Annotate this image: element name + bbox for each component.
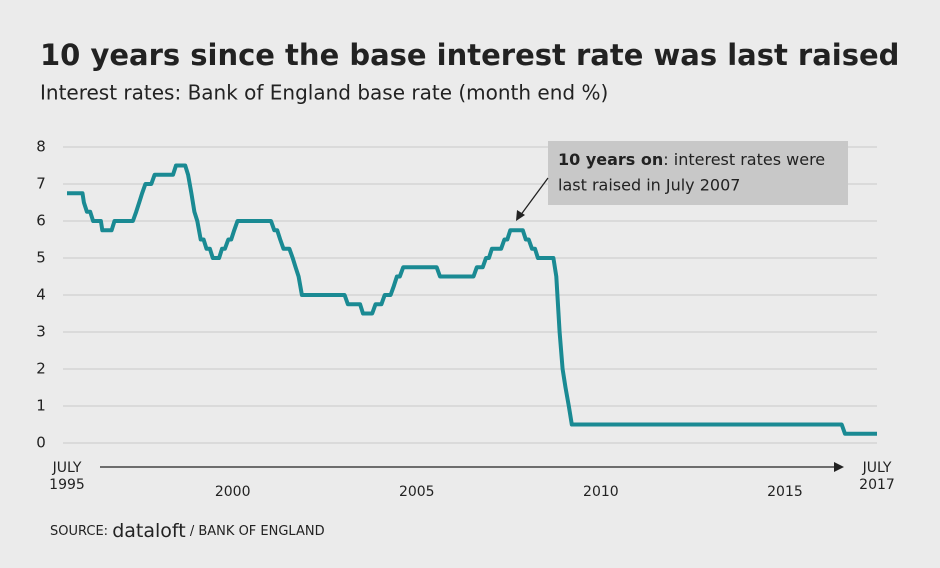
y-tick-label: 7 bbox=[36, 175, 46, 193]
chart-subtitle: Interest rates: Bank of England base rat… bbox=[40, 81, 608, 105]
annotation-bold: 10 years on bbox=[558, 150, 663, 169]
source: SOURCE: dataloft / BANK OF ENGLAND bbox=[50, 520, 325, 542]
chart-title: 10 years since the base interest rate wa… bbox=[40, 38, 899, 72]
source-prefix: SOURCE: bbox=[50, 524, 108, 539]
annotation-arrowhead bbox=[516, 210, 525, 221]
x-tick-label: JULY 1995 bbox=[49, 460, 85, 493]
x-tick-label: 2000 bbox=[214, 484, 251, 500]
y-tick-label: 1 bbox=[36, 397, 46, 415]
y-tick-label: 0 bbox=[36, 434, 46, 452]
x-tick-label: 2010 bbox=[583, 484, 619, 500]
annotation: 10 years on: interest rates were bbox=[558, 150, 825, 169]
x-tick-label: JULY 2017 bbox=[859, 460, 895, 493]
y-tick-label: 8 bbox=[36, 138, 46, 156]
annotation-arrow bbox=[519, 177, 549, 217]
annotation-line: : interest rates were bbox=[663, 150, 825, 169]
source-suffix: / BANK OF ENGLAND bbox=[190, 524, 325, 539]
time-arrowhead bbox=[834, 462, 844, 472]
source-brand: dataloft bbox=[112, 520, 186, 542]
rate-line bbox=[67, 163, 877, 436]
y-tick-label: 4 bbox=[36, 286, 46, 304]
annotation-box bbox=[548, 141, 848, 205]
x-tick-label: 2005 bbox=[398, 484, 435, 500]
y-tick-label: 2 bbox=[36, 360, 46, 378]
y-tick-label: 5 bbox=[36, 249, 46, 267]
plot bbox=[67, 163, 877, 436]
y-tick-label: 6 bbox=[36, 212, 46, 230]
x-tick-label: 2015 bbox=[767, 484, 803, 500]
annotation-line: last raised in July 2007 bbox=[558, 176, 740, 195]
y-tick-label: 3 bbox=[36, 323, 46, 341]
